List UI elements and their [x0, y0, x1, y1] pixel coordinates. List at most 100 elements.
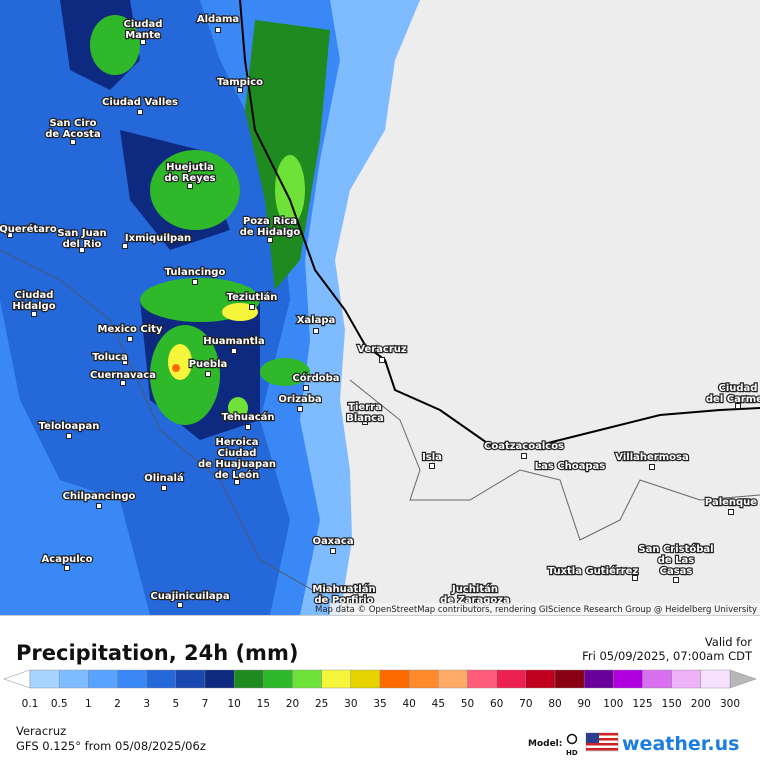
scale-box: [204, 669, 235, 689]
scale-tick-label: 100: [603, 698, 623, 710]
city-dot: [429, 463, 435, 469]
city-label: Isla: [422, 452, 442, 463]
city: Tulancingo: [163, 266, 227, 285]
scale-tick-label: 0.5: [51, 698, 68, 710]
city: Las Choapas: [534, 460, 607, 473]
city-label: Olinalá: [144, 472, 183, 484]
city: Toluca: [91, 351, 129, 365]
valid-time: Fri 05/09/2025, 07:00am CDT: [582, 649, 753, 663]
city-label: Querétaro: [0, 223, 57, 235]
scale-tick-label: 3: [143, 698, 150, 710]
scale-box: [350, 669, 381, 689]
scale-box: [408, 669, 439, 689]
city: Orizaba: [277, 393, 323, 412]
city-label: Ciudad: [124, 19, 163, 30]
model-run: GFS 0.125° from 05/08/2025/06z: [16, 739, 206, 753]
city-label: Tehuacán: [221, 411, 274, 423]
city-label: Puebla: [189, 359, 228, 370]
city-label: de León: [215, 469, 260, 481]
city-dot: [120, 380, 126, 386]
city-dot: [187, 183, 193, 189]
city: Isla: [421, 451, 443, 469]
city-dot: [96, 503, 102, 509]
city-label: Huejutla: [166, 162, 214, 173]
city: Teloloapan: [37, 420, 101, 439]
valid-label: Valid for: [705, 635, 752, 649]
city-dot: [537, 463, 543, 469]
city-dot: [379, 357, 385, 363]
city: Huamantla: [202, 335, 266, 354]
precip-green-3: [90, 15, 140, 75]
scale-tick-label: 150: [662, 698, 682, 710]
city: Chilpancingo: [61, 490, 137, 509]
city: Olinalá: [143, 471, 185, 491]
city-dot: [267, 237, 273, 243]
city-label: Teziutlán: [227, 291, 278, 303]
scale-box: [467, 669, 497, 689]
city-label: Aldama: [197, 14, 239, 25]
city-dot: [161, 485, 167, 491]
scale-tick-label: 30: [344, 698, 357, 710]
city-label: de Reyes: [164, 173, 215, 184]
precip-green-2: [150, 150, 240, 230]
city-dot: [735, 403, 741, 409]
model-label: Model:: [528, 739, 562, 749]
city-label: Ciudad: [15, 290, 54, 301]
city-label: Hidalgo: [12, 301, 55, 312]
scale-tick-label: 300: [720, 698, 740, 710]
scale-tick-label: 7: [202, 698, 209, 710]
scale-tick-label: 2: [114, 698, 121, 710]
scale-tick-label: 20: [286, 698, 299, 710]
city-label: Veracruz: [357, 344, 407, 355]
scale-box: [146, 669, 177, 689]
city-label: Ciudad: [719, 383, 758, 394]
city-label: Teloloapan: [39, 421, 100, 432]
color-scale: 0.1 0.5 1 2 3 5 7 10 15 20 25 30 35 40 45 50 60 70 80 90 100…: [3, 669, 757, 710]
scale-box: [88, 669, 118, 689]
city: Xalapa: [296, 314, 336, 334]
city-label: de Huajuapan: [198, 459, 276, 470]
city-label: del Rio: [63, 239, 102, 250]
scale-box: [263, 669, 293, 689]
attribution-bg: [330, 603, 760, 615]
city-label: Toluca: [92, 352, 128, 363]
attribution: Map data © OpenStreetMap contributors, r…: [315, 605, 757, 615]
scale-box: [321, 669, 352, 689]
scale-high-arrow: [729, 669, 757, 689]
city-label: Tulancingo: [165, 267, 226, 278]
precip-spot: [228, 397, 248, 419]
scale-box: [29, 669, 60, 689]
city-label: Ixmiquilpan: [125, 233, 191, 244]
city-label: Oaxaca: [312, 536, 353, 547]
city: Acapulco: [40, 553, 94, 571]
city-label: Córdoba: [292, 372, 339, 384]
city-dot: [79, 247, 85, 253]
city: Querétaro: [0, 222, 58, 238]
city-label: Mante: [125, 30, 161, 41]
city-dot: [249, 304, 255, 310]
city: Tampico: [216, 76, 264, 93]
precip-heavy: [60, 0, 260, 440]
scale-tick-label: 5: [172, 698, 179, 710]
city-dot: [140, 39, 146, 45]
city-label: Tierra: [348, 402, 382, 413]
city-dot: [122, 359, 128, 365]
scale-tick-label: 1: [85, 698, 92, 710]
city-label: Orizaba: [278, 394, 321, 405]
city-label: Blanca: [346, 413, 384, 424]
city-label: Villahermosa: [615, 452, 688, 463]
city-dot: [192, 279, 198, 285]
scale-tick-label: 50: [461, 698, 474, 710]
scale-low-arrow: [3, 669, 31, 689]
region: Veracruz: [16, 724, 66, 738]
city: Aldama: [196, 13, 240, 33]
city-dot: [122, 243, 128, 249]
city: Palenque: [704, 496, 759, 515]
brand[interactable]: weather.us: [622, 733, 739, 755]
city-dot: [205, 371, 211, 377]
scale-box: [671, 669, 702, 689]
